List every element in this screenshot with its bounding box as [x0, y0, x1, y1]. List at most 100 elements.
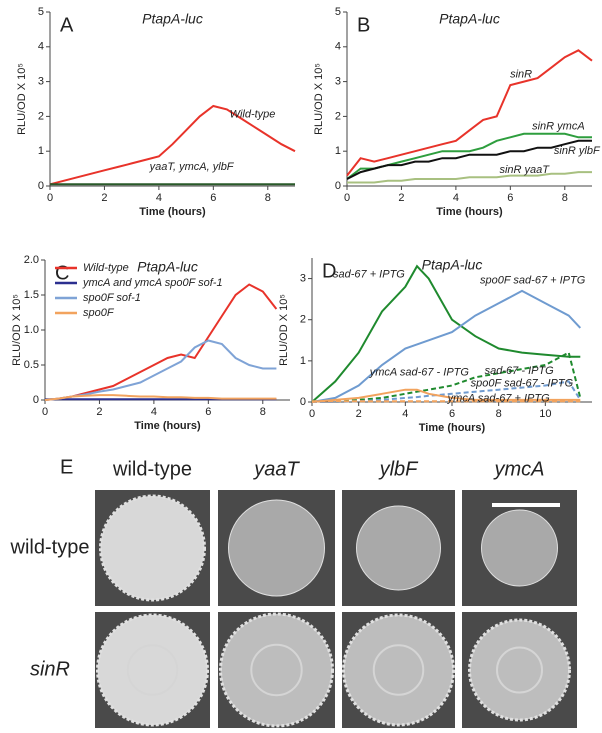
- series-line: [346, 139, 592, 180]
- series-label: spo0F sad-67 + IPTG: [480, 275, 586, 287]
- colony: [356, 505, 441, 591]
- series-label: ymcA sad-67 + IPTG: [447, 393, 550, 405]
- y-tick-label: 0.5: [24, 359, 39, 371]
- series-line: [347, 171, 592, 184]
- y-tick-label: 4: [38, 41, 44, 53]
- x-tick-label: 8: [260, 406, 266, 418]
- colony: [96, 613, 209, 727]
- column-header: ymcA: [493, 458, 545, 480]
- y-tick-label: 1.5: [24, 289, 39, 301]
- y-tick-label: 1: [335, 145, 341, 157]
- y-tick-label: 1: [300, 355, 306, 367]
- x-tick-label: 8: [496, 408, 502, 420]
- x-tick-label: 0: [47, 192, 53, 204]
- legend-label: Wild-type: [83, 262, 129, 274]
- series-label: sad-67 - IPTG: [485, 365, 555, 377]
- panel-label: C: [55, 262, 69, 284]
- y-tick-label: 3: [38, 76, 44, 88]
- x-tick-label: 10: [539, 408, 551, 420]
- x-tick-label: 8: [562, 192, 568, 204]
- x-tick-label: 6: [210, 192, 216, 204]
- y-tick-label: 2: [335, 110, 341, 122]
- colony-center: [496, 646, 543, 694]
- x-tick-label: 0: [309, 408, 315, 420]
- series-line: [44, 283, 278, 401]
- x-tick-label: 6: [507, 192, 513, 204]
- x-tick-label: 2: [398, 192, 404, 204]
- colony: [468, 618, 571, 722]
- series-label: Wild-type: [230, 109, 276, 121]
- y-tick-label: 2.0: [24, 254, 39, 266]
- y-tick-label: 3: [300, 272, 306, 284]
- x-tick-label: 4: [151, 406, 157, 418]
- x-tick-label: 4: [453, 192, 459, 204]
- panel-label: E: [60, 456, 73, 478]
- series-line: [346, 49, 593, 177]
- colony: [219, 612, 334, 728]
- x-tick-label: 2: [101, 192, 107, 204]
- series-label: spo0F sad-67 - IPTG: [471, 377, 574, 389]
- x-tick-label: 2: [356, 408, 362, 420]
- chart-title: PtapA-luc: [439, 11, 500, 27]
- y-axis-label: RLU/OD X 10⁵: [278, 294, 290, 366]
- y-axis-label: RLU/OD X 10⁵: [313, 63, 325, 135]
- series-label: ymcA sad-67 - IPTG: [369, 366, 470, 378]
- colony-center: [372, 644, 425, 696]
- y-tick-label: 5: [38, 6, 44, 18]
- column-header: ylbF: [378, 458, 420, 480]
- x-tick-label: 0: [344, 192, 350, 204]
- column-header: wild-type: [112, 458, 192, 480]
- x-tick-label: 0: [42, 406, 48, 418]
- panel-label: B: [357, 14, 370, 36]
- y-tick-label: 5: [335, 6, 341, 18]
- x-axis-label: Time (hours): [134, 420, 201, 432]
- y-tick-label: 4: [335, 41, 341, 53]
- series-line: [312, 351, 582, 403]
- legend-label: spo0F: [83, 307, 115, 319]
- x-tick-label: 6: [449, 408, 455, 420]
- colony-center: [250, 643, 303, 697]
- legend-label: spo0F sof-1: [83, 292, 141, 304]
- x-tick-label: 6: [205, 406, 211, 418]
- x-axis-label: Time (hours): [419, 422, 486, 434]
- colony: [228, 499, 325, 597]
- chart-title: PtapA-luc: [137, 259, 198, 275]
- series-line: [44, 394, 277, 401]
- series-label: sinR: [510, 69, 532, 81]
- x-axis-label: Time (hours): [436, 206, 503, 218]
- y-axis-label: RLU/OD X 10⁵: [11, 294, 23, 366]
- colony: [481, 509, 558, 587]
- series-line: [44, 339, 277, 401]
- series-line: [311, 264, 581, 403]
- y-tick-label: 0: [300, 396, 306, 408]
- x-axis-label: Time (hours): [139, 206, 206, 218]
- column-header: yaaT: [252, 458, 300, 480]
- y-tick-label: 2: [300, 314, 306, 326]
- series-label: sinR ylbF: [554, 145, 601, 157]
- chart-title: PtapA-luc: [142, 11, 203, 27]
- row-header: wild-type: [10, 536, 90, 558]
- x-tick-label: 8: [265, 192, 271, 204]
- series-label: sinR yaaT: [499, 164, 550, 176]
- y-tick-label: 1.0: [24, 324, 39, 336]
- series-label: sad-67 + IPTG: [333, 268, 405, 280]
- x-tick-label: 4: [156, 192, 162, 204]
- colony-center: [126, 644, 179, 696]
- x-tick-label: 2: [96, 406, 102, 418]
- series-line: [311, 289, 582, 403]
- y-tick-label: 0: [335, 180, 341, 192]
- chart-title: PtapA-luc: [422, 257, 483, 273]
- y-tick-label: 2: [38, 110, 44, 122]
- panel-label: D: [322, 260, 336, 282]
- y-tick-label: 0: [33, 394, 39, 406]
- series-label: yaaT, ymcA, ylbF: [149, 161, 235, 173]
- y-tick-label: 3: [335, 76, 341, 88]
- y-tick-label: 1: [38, 145, 44, 157]
- series-label: sinR ymcA: [532, 121, 585, 133]
- colony: [342, 613, 455, 727]
- row-header: sinR: [30, 658, 70, 680]
- legend-label: ymcA and ymcA spo0F sof-1: [82, 277, 223, 289]
- colony: [99, 494, 206, 602]
- x-tick-label: 4: [402, 408, 408, 420]
